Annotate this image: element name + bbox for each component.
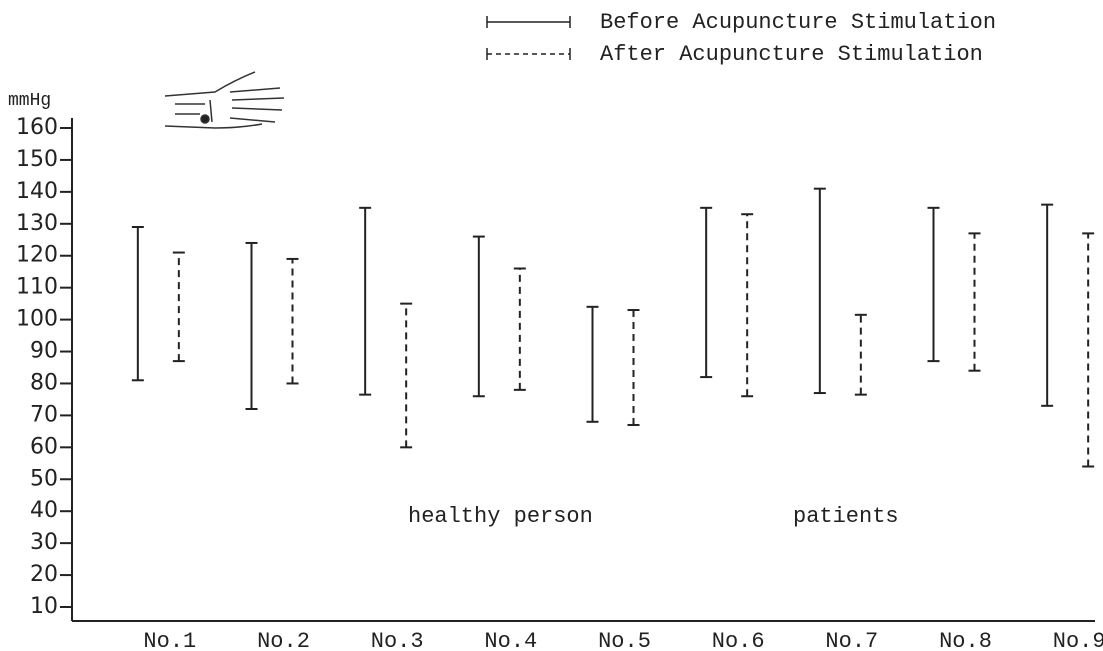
y-axis-label: mmHg bbox=[8, 91, 51, 111]
x-tick-label: No.9 bbox=[1053, 629, 1103, 651]
legend-label: Before Acupuncture Stimulation bbox=[600, 10, 996, 35]
y-tick-label: 130 bbox=[16, 211, 58, 236]
hand-icon bbox=[165, 72, 284, 128]
y-tick-label: 160 bbox=[16, 115, 58, 140]
x-tick-label: No.5 bbox=[598, 629, 651, 651]
annotation: healthy person bbox=[408, 504, 593, 529]
y-tick-label: 110 bbox=[16, 275, 58, 300]
y-tick-label: 140 bbox=[16, 179, 58, 204]
y-tick-label: 100 bbox=[16, 307, 58, 332]
y-tick-label: 90 bbox=[30, 339, 58, 364]
x-tick-label: No.6 bbox=[712, 629, 765, 651]
y-tick-label: 40 bbox=[30, 498, 58, 523]
y-tick-label: 150 bbox=[16, 147, 58, 172]
y-tick-label: 80 bbox=[30, 370, 58, 395]
y-tick-label: 120 bbox=[16, 243, 58, 268]
legend-label: After Acupuncture Stimulation bbox=[600, 42, 983, 67]
chart: mmHg healthy person patients 10 20 30 40 50 6… bbox=[0, 0, 1103, 651]
x-tick-label: No.2 bbox=[257, 629, 310, 651]
y-tick-label: 60 bbox=[30, 434, 58, 459]
x-tick-label: No.7 bbox=[825, 629, 878, 651]
y-tick-label: 30 bbox=[30, 530, 58, 555]
annotation: patients bbox=[793, 504, 899, 529]
y-tick-label: 50 bbox=[30, 466, 58, 491]
x-tick-label: No.4 bbox=[484, 629, 537, 651]
y-tick-label: 10 bbox=[30, 594, 58, 619]
x-tick-label: No.3 bbox=[371, 629, 424, 651]
y-tick-label: 20 bbox=[30, 562, 58, 587]
x-tick-label: No.8 bbox=[939, 629, 992, 651]
x-tick-label: No.1 bbox=[143, 629, 196, 651]
y-tick-label: 70 bbox=[30, 402, 58, 427]
